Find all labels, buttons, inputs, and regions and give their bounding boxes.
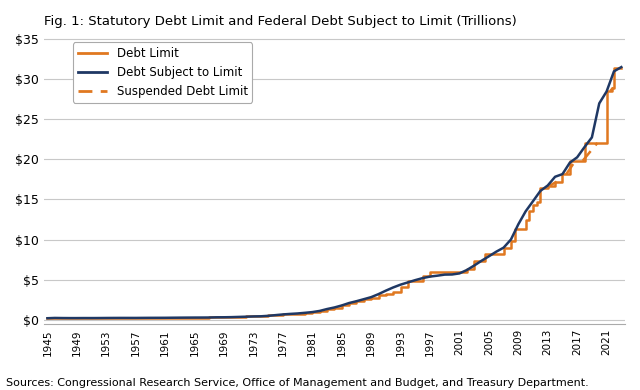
Line: Debt Subject to Limit: Debt Subject to Limit (47, 67, 621, 318)
Debt Subject to Limit (463, 268, 470, 272)
Debt Subject to Limit (271, 313, 279, 317)
Debt Subject to Limit (198, 315, 206, 320)
Debt Subject to Limit (44, 316, 51, 321)
Debt Limit (610, 66, 618, 70)
Debt Subject to Limit (374, 292, 382, 296)
Debt Limit (389, 290, 397, 294)
Debt Limit (618, 66, 625, 70)
Debt Subject to Limit (279, 312, 287, 317)
Debt Limit (44, 316, 51, 320)
Debt Limit (323, 307, 331, 311)
Debt Limit (551, 179, 559, 184)
Legend: Debt Limit, Debt Subject to Limit, Suspended Debt Limit: Debt Limit, Debt Subject to Limit, Suspe… (73, 43, 252, 103)
Text: Sources: Congressional Research Service, Office of Management and Budget, and Tr: Sources: Congressional Research Service,… (6, 378, 589, 388)
Debt Subject to Limit (618, 65, 625, 69)
Debt Limit (51, 316, 59, 320)
Line: Debt Limit: Debt Limit (47, 68, 621, 318)
Debt Limit (264, 313, 272, 318)
Debt Limit (176, 316, 184, 320)
Debt Subject to Limit (184, 315, 191, 320)
Debt Limit (227, 315, 235, 319)
Text: Fig. 1: Statutory Debt Limit and Federal Debt Subject to Limit (Trillions): Fig. 1: Statutory Debt Limit and Federal… (44, 15, 516, 28)
